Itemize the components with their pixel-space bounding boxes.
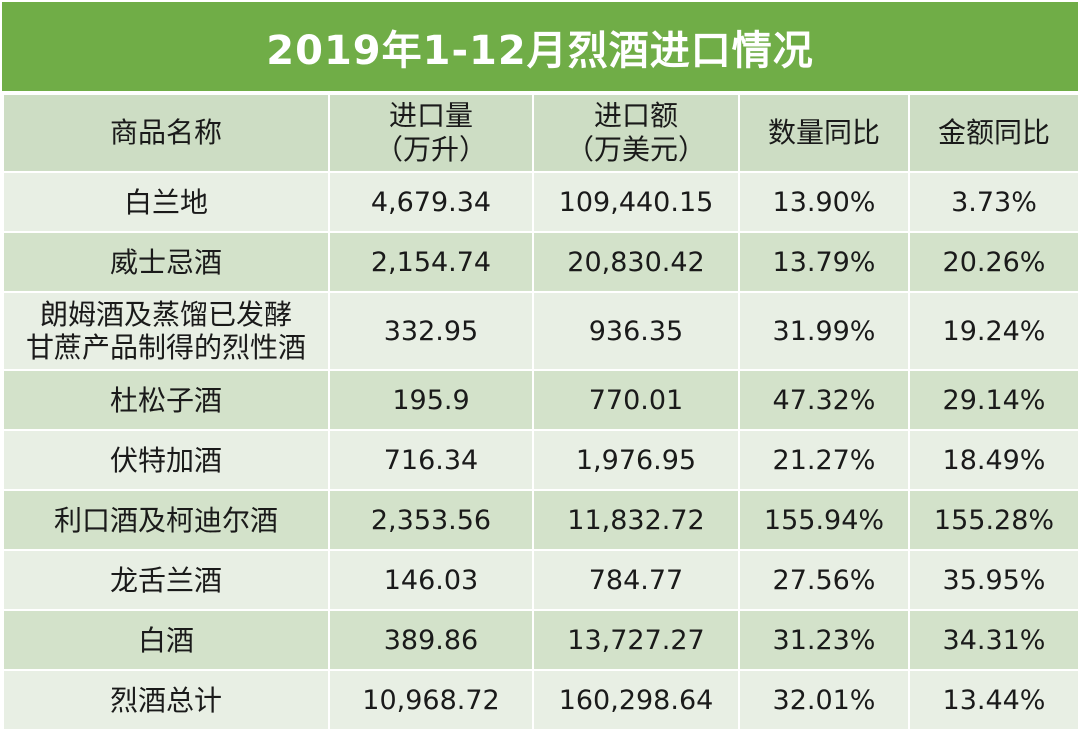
volume-yoy: 21.27% [738, 429, 910, 491]
table-row: 白兰地 4,679.34 109,440.15 13.90% 3.73% [2, 171, 1080, 233]
product-name: 伏特加酒 [2, 429, 330, 491]
product-name-line-1: 朗姆酒及蒸馏已发酵 [39, 298, 292, 331]
volume-yoy: 13.79% [738, 231, 910, 293]
import-amount: 784.77 [532, 549, 740, 611]
product-name: 白酒 [2, 609, 330, 671]
header-import-amount: 进口额 （万美元） [532, 93, 740, 173]
import-amount: 160,298.64 [532, 669, 740, 731]
table-title: 2019年1-12月烈酒进口情况 [2, 2, 1078, 93]
import-volume: 2,154.74 [328, 231, 534, 293]
product-name: 烈酒总计 [2, 669, 330, 731]
import-amount: 770.01 [532, 369, 740, 431]
table-row: 龙舌兰酒 146.03 784.77 27.56% 35.95% [2, 549, 1080, 611]
amount-yoy: 13.44% [908, 669, 1080, 731]
import-volume: 2,353.56 [328, 489, 534, 551]
amount-yoy: 20.26% [908, 231, 1080, 293]
header-import-amount-unit: （万美元） [565, 133, 706, 166]
table-row: 威士忌酒 2,154.74 20,830.42 13.79% 20.26% [2, 231, 1080, 293]
volume-yoy: 32.01% [738, 669, 910, 731]
product-name: 杜松子酒 [2, 369, 330, 431]
header-import-volume-unit: （万升） [374, 133, 487, 166]
volume-yoy: 13.90% [738, 171, 910, 233]
header-import-amount-label: 进口额 [593, 99, 678, 132]
import-volume: 195.9 [328, 369, 534, 431]
table-row: 伏特加酒 716.34 1,976.95 21.27% 18.49% [2, 429, 1080, 491]
header-amount-yoy: 金额同比 [908, 93, 1080, 173]
table-row: 利口酒及柯迪尔酒 2,353.56 11,832.72 155.94% 155.… [2, 489, 1080, 551]
table-row: 白酒 389.86 13,727.27 31.23% 34.31% [2, 609, 1080, 671]
header-import-volume-label: 进口量 [388, 99, 473, 132]
amount-yoy: 34.31% [908, 609, 1080, 671]
header-import-volume: 进口量 （万升） [328, 93, 534, 173]
product-name: 朗姆酒及蒸馏已发酵 甘蔗产品制得的烈性酒 [2, 291, 330, 371]
import-data-table: 商品名称 进口量 （万升） 进口额 （万美元） 数量同比 金额同比 白兰地 4,… [2, 93, 1080, 731]
header-product-name: 商品名称 [2, 93, 330, 173]
amount-yoy: 18.49% [908, 429, 1080, 491]
volume-yoy: 155.94% [738, 489, 910, 551]
header-row: 商品名称 进口量 （万升） 进口额 （万美元） 数量同比 金额同比 [2, 93, 1080, 173]
import-volume: 10,968.72 [328, 669, 534, 731]
volume-yoy: 31.99% [738, 291, 910, 371]
import-volume: 716.34 [328, 429, 534, 491]
product-name: 威士忌酒 [2, 231, 330, 293]
amount-yoy: 3.73% [908, 171, 1080, 233]
table-row: 杜松子酒 195.9 770.01 47.32% 29.14% [2, 369, 1080, 431]
header-volume-yoy: 数量同比 [738, 93, 910, 173]
amount-yoy: 155.28% [908, 489, 1080, 551]
volume-yoy: 47.32% [738, 369, 910, 431]
import-volume: 332.95 [328, 291, 534, 371]
amount-yoy: 19.24% [908, 291, 1080, 371]
amount-yoy: 29.14% [908, 369, 1080, 431]
import-amount: 13,727.27 [532, 609, 740, 671]
product-name: 白兰地 [2, 171, 330, 233]
import-amount: 11,832.72 [532, 489, 740, 551]
import-volume: 146.03 [328, 549, 534, 611]
amount-yoy: 35.95% [908, 549, 1080, 611]
product-name-line-2: 甘蔗产品制得的烈性酒 [25, 331, 306, 364]
import-volume: 389.86 [328, 609, 534, 671]
import-amount: 109,440.15 [532, 171, 740, 233]
table-row: 朗姆酒及蒸馏已发酵 甘蔗产品制得的烈性酒 332.95 936.35 31.99… [2, 291, 1080, 371]
table-row-total: 烈酒总计 10,968.72 160,298.64 32.01% 13.44% [2, 669, 1080, 731]
import-amount: 936.35 [532, 291, 740, 371]
volume-yoy: 31.23% [738, 609, 910, 671]
product-name: 利口酒及柯迪尔酒 [2, 489, 330, 551]
product-name: 龙舌兰酒 [2, 549, 330, 611]
import-volume: 4,679.34 [328, 171, 534, 233]
import-amount: 20,830.42 [532, 231, 740, 293]
volume-yoy: 27.56% [738, 549, 910, 611]
import-amount: 1,976.95 [532, 429, 740, 491]
